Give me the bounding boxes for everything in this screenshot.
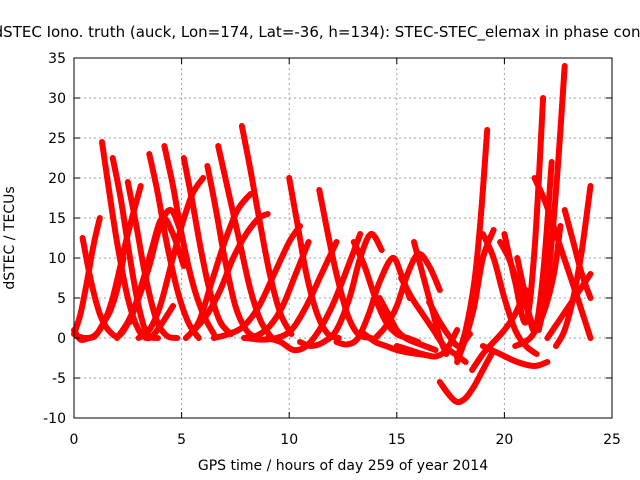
y-tick-label: -10 — [43, 411, 66, 427]
series-line-18 — [238, 123, 295, 337]
x-tick-label: 10 — [280, 432, 298, 448]
series-line-22 — [243, 239, 340, 343]
x-tick-label: 20 — [495, 432, 513, 448]
series-line-16 — [215, 143, 275, 341]
plot-frame — [73, 57, 613, 419]
series-line-33 — [393, 327, 461, 360]
y-tick-label: -5 — [52, 371, 66, 387]
series-line-19 — [210, 223, 303, 341]
y-tick-label: 5 — [57, 291, 66, 307]
y-tick-label: 0 — [57, 331, 66, 347]
series-line-49 — [561, 207, 594, 301]
series-line-20 — [241, 239, 312, 341]
x-tick-label: 5 — [177, 432, 186, 448]
series-line-25 — [297, 231, 385, 349]
x-tick-label: 0 — [70, 432, 79, 448]
y-tick-label: 20 — [48, 171, 66, 187]
x-tick-label: 25 — [603, 432, 621, 448]
series-line-31 — [372, 250, 443, 341]
series-line-38 — [469, 287, 529, 373]
series-line-11 — [114, 206, 185, 341]
series-line-13 — [180, 155, 235, 337]
series-line-30 — [398, 275, 469, 365]
y-axis-label: dSTEC / TECUs — [2, 186, 18, 289]
series-layer — [71, 63, 594, 406]
axis-ticks: 0 5 10 15 20 25 -10 -5 0 5 10 15 20 25 30 35 — [43, 51, 621, 448]
series-line-15 — [204, 163, 260, 341]
series-line-39 — [479, 231, 540, 357]
series-line-41 — [479, 343, 551, 369]
series-line-46 — [531, 175, 594, 341]
x-tick-label: 15 — [388, 432, 406, 448]
series-line-32 — [411, 239, 450, 357]
y-tick-label: 35 — [48, 51, 66, 67]
series-line-24 — [264, 231, 364, 354]
y-tick-label: 25 — [48, 131, 66, 147]
y-tick-label: 10 — [48, 251, 66, 267]
series-line-45 — [512, 223, 564, 349]
chart-title: dSTEC Iono. truth (auck, Lon=174, Lat=-3… — [0, 23, 640, 42]
y-tick-label: 30 — [48, 91, 66, 107]
series-line-29 — [376, 295, 439, 353]
x-axis-label: GPS time / hours of day 259 of year 2014 — [198, 458, 488, 474]
series-line-35 — [436, 351, 495, 406]
series-line-1 — [71, 215, 103, 337]
y-tick-label: 15 — [48, 211, 66, 227]
series-line-7 — [124, 179, 181, 341]
series-line-4 — [71, 255, 127, 343]
series-line-48 — [553, 183, 594, 349]
